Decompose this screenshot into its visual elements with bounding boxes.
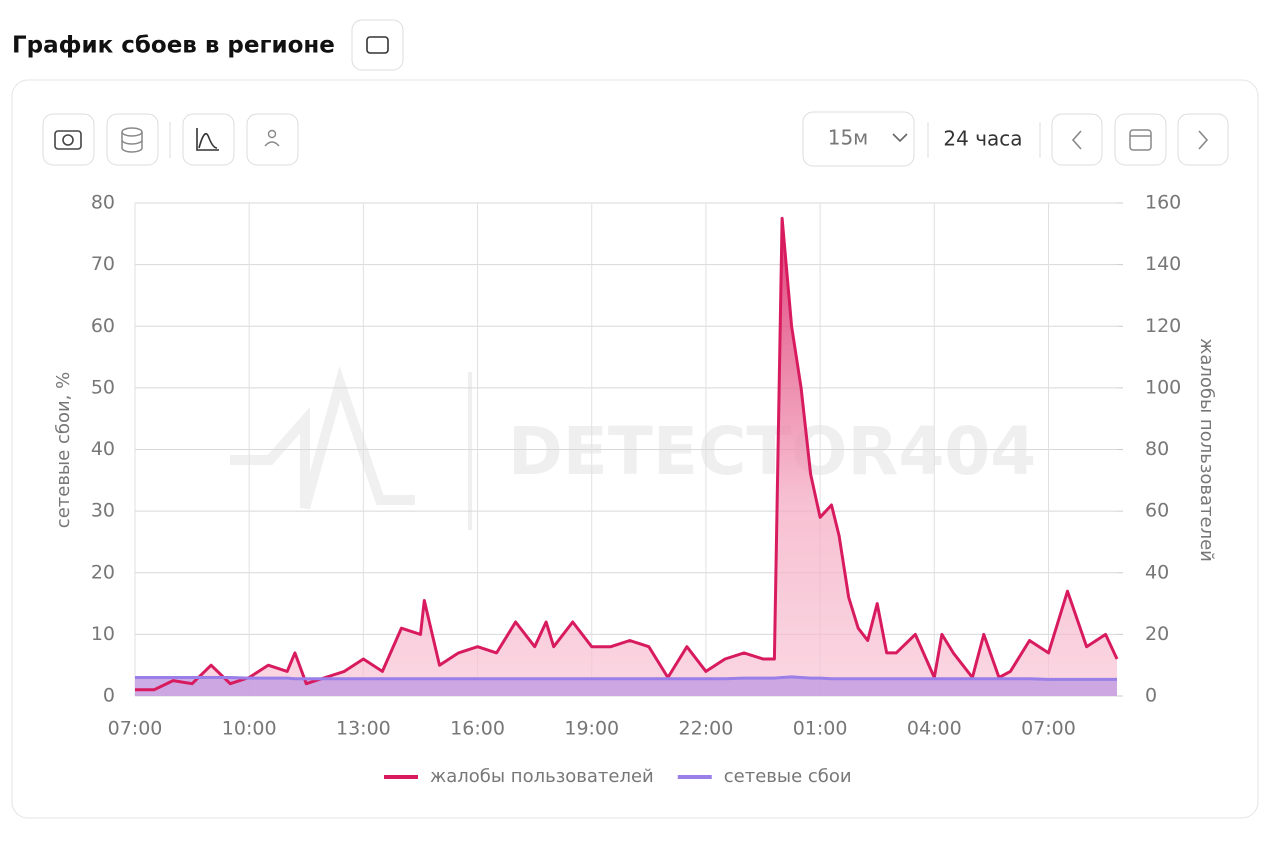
x-tick-label: 13:00 (336, 718, 391, 740)
y-tick-label: 20 (91, 561, 115, 583)
y2-tick-label: 60 (1145, 500, 1169, 522)
y2-tick-label: 120 (1145, 315, 1181, 337)
x-tick-label: 22:00 (679, 718, 734, 740)
series-area (135, 676, 1117, 696)
legend-label: сетевые сбои (724, 766, 852, 787)
plot: 0 10 20 30 40 50 60 70 80 0 20 40 60 80 100 120 140 160 07… (53, 192, 1217, 788)
calendar-button[interactable] (1114, 113, 1167, 166)
interval-select[interactable]: 15м (802, 111, 915, 167)
y-tick-label: 0 (103, 685, 115, 707)
chart-mode-button[interactable] (182, 113, 235, 166)
y-tick-label: 40 (91, 438, 115, 460)
y2-tick-label: 40 (1145, 561, 1169, 583)
y-tick-label: 70 (91, 253, 115, 275)
y2-tick-label: 80 (1145, 438, 1169, 460)
y2-tick-label: 140 (1145, 253, 1181, 275)
screenshot-button[interactable] (42, 113, 95, 166)
y-tick-label: 80 (91, 192, 115, 214)
x-tick-label: 10:00 (222, 718, 277, 740)
page-title: График сбоев в регионе (12, 33, 335, 59)
y2-tick-label: 0 (1145, 685, 1157, 707)
range-label: 24 часа (943, 127, 1022, 151)
series-line (135, 675, 1117, 681)
x-tick-label: 19:00 (564, 718, 619, 740)
y-tick-label: 30 (91, 500, 115, 522)
y2-tick-label: 20 (1145, 623, 1169, 645)
prev-button[interactable] (1051, 113, 1103, 166)
y2-axis-label: жалобы пользователей (1196, 338, 1217, 562)
x-tick-label: 01:00 (793, 718, 848, 740)
interval-value: 15м (828, 126, 869, 150)
y-tick-label: 60 (91, 315, 115, 337)
y2-tick-label: 160 (1145, 192, 1181, 214)
x-tick-label: 16:00 (450, 718, 505, 740)
data-button[interactable] (106, 113, 159, 166)
y-axis-label: сетевые сбои, % (53, 372, 74, 528)
fullscreen-button[interactable] (351, 19, 404, 71)
y2-tick-label: 100 (1145, 376, 1181, 398)
x-tick-label: 07:00 (1021, 718, 1076, 740)
y-tick-label: 50 (91, 376, 115, 398)
y-tick-label: 10 (91, 623, 115, 645)
watermark-text: DETECTOR404 (508, 413, 1036, 490)
next-button[interactable] (1177, 113, 1229, 166)
watermark: DETECTOR404 (230, 366, 1036, 530)
legend-label: жалобы пользователей (430, 766, 654, 787)
user-button[interactable] (246, 113, 299, 166)
x-tick-label: 04:00 (907, 718, 962, 740)
x-tick-label: 07:00 (108, 718, 163, 740)
